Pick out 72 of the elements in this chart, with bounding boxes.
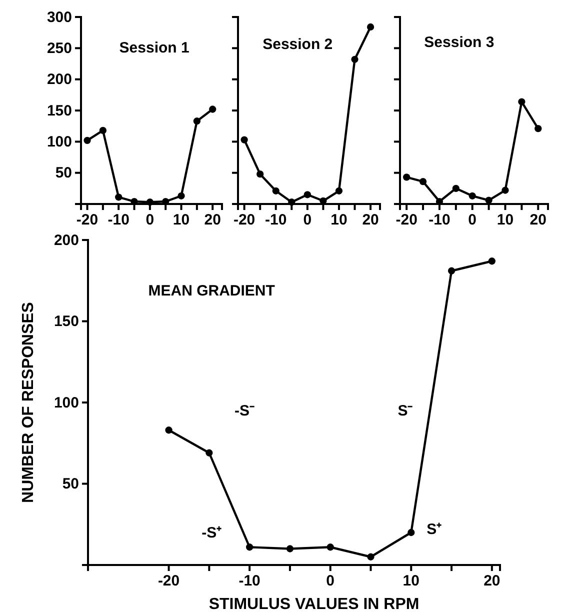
y-tick-label: 150 [54,313,79,330]
y-tick-label: 200 [46,71,72,88]
point [115,194,122,201]
point [288,198,296,206]
point [534,125,542,132]
annotation: S⁻ [398,402,413,420]
point [256,170,264,178]
annotation: -S⁻ [234,402,255,420]
annotation: -S⁺ [202,524,222,542]
point [286,545,294,552]
point [193,118,200,125]
point [246,544,254,551]
point [419,178,427,186]
point [452,184,460,192]
text: Session 3 [424,34,494,51]
text: MEAN GRADIENT [148,282,275,300]
point [84,136,91,144]
point [165,426,172,434]
x-tick-label: 10 [330,212,348,229]
point [209,106,216,113]
point [178,192,185,200]
point [468,192,476,200]
x-tick-label: 20 [484,572,500,590]
annotation: S⁺ [426,521,442,538]
x-tick-label: -20 [396,212,418,229]
x-tick-label: -10 [108,212,130,229]
point [448,267,456,274]
point [502,186,509,194]
y-tick-label: 200 [54,232,79,249]
x-tick-label: -20 [76,212,98,229]
y-tick-label: 100 [46,133,72,150]
point [366,23,374,31]
x-tick-label: 10 [172,212,190,229]
x-tick-label: 0 [468,212,477,229]
x-axis-title: STIMULUS VALUES IN RPM [208,596,420,613]
y-tick-label: 100 [54,394,79,412]
x-tick-label: -10 [265,212,287,229]
point [272,187,280,194]
point [367,553,374,560]
point [240,136,248,144]
point [326,544,334,551]
point [335,187,343,194]
x-tick-label: -10 [238,572,260,590]
x-tick-label: 20 [204,212,221,229]
y-tick-label: 300 [46,8,72,26]
point [488,258,496,265]
y-tick-label: 50 [55,164,72,182]
x-tick-label: -20 [233,212,256,229]
text: Session 2 [262,36,333,53]
point [99,126,106,134]
y-axis-title: NUMBER OF RESPONSES [20,302,37,503]
x-tick-label: 10 [496,212,514,229]
x-tick-label: 0 [303,212,312,229]
point [206,449,213,456]
point [146,198,154,206]
x-tick-label: -10 [428,212,450,229]
x-tick-label: 0 [146,212,154,229]
point [485,196,492,204]
text: Session 1 [119,40,190,57]
y-tick-label: 250 [46,40,72,57]
point [304,191,311,198]
y-tick-label: 50 [62,476,79,493]
x-tick-label: 10 [402,572,420,590]
point [408,528,415,536]
x-tick-label: 0 [326,572,335,590]
x-tick-label: 20 [530,212,546,229]
x-tick-label: -20 [158,572,180,590]
point [518,98,526,106]
x-tick-label: 20 [362,212,379,229]
point [351,56,358,63]
point [403,174,410,181]
y-tick-label: 150 [46,102,72,120]
